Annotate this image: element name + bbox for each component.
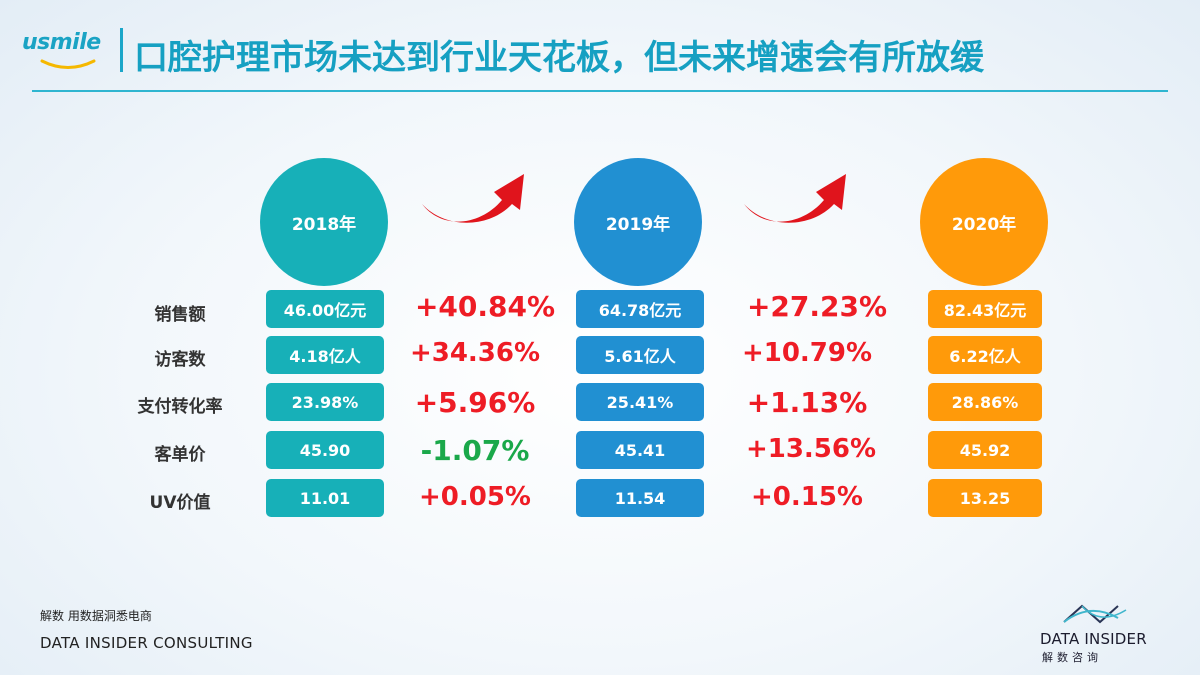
change-18-19-visitors: +34.36% — [409, 338, 541, 368]
metric-label-uv-value: UV价值 — [149, 493, 211, 513]
metric-label-visitors: 访客数 — [154, 350, 206, 370]
change-18-19-conversion: +5.96% — [414, 386, 536, 419]
brand-name-cn: 解数咨询 — [1042, 651, 1102, 664]
footer-slogan: 解数 用数据洞悉电商 — [40, 609, 152, 623]
cell-2020-sales: 82.43亿元 — [928, 290, 1042, 328]
usmile-logo: usmile — [22, 22, 112, 82]
cell-2018-avg-order: 45.90 — [266, 431, 384, 469]
cell-2019-visitors: 5.61亿人 — [576, 336, 704, 374]
change-19-20-sales: +27.23% — [746, 290, 888, 323]
cell-2018-uv-value: 11.01 — [266, 479, 384, 517]
red-curved-arrow-icon — [744, 174, 846, 223]
logo-text: usmile — [22, 30, 101, 55]
change-19-20-visitors: +10.79% — [741, 338, 873, 368]
cell-2019-sales: 64.78亿元 — [576, 290, 704, 328]
year-circle-2018: 2018年 — [260, 158, 388, 286]
red-curved-arrow-icon — [422, 174, 524, 223]
title-divider — [32, 90, 1168, 92]
cell-2020-visitors: 6.22亿人 — [928, 336, 1042, 374]
cell-2019-conversion: 25.41% — [576, 383, 704, 421]
page-title: 口腔护理市场未达到行业天花板，但未来增速会有所放缓 — [134, 38, 984, 78]
cell-2020-conversion: 28.86% — [928, 383, 1042, 421]
metric-label-sales: 销售额 — [154, 305, 206, 325]
cell-2018-sales: 46.00亿元 — [266, 290, 384, 328]
cell-2018-conversion: 23.98% — [266, 383, 384, 421]
data-insider-logo: DATA INSIDER 解数咨询 — [1040, 598, 1180, 668]
cell-2020-avg-order: 45.92 — [928, 431, 1042, 469]
metric-label-conversion: 支付转化率 — [137, 397, 223, 417]
brand-name-en: DATA INSIDER — [1040, 630, 1147, 648]
cell-2020-uv-value: 13.25 — [928, 479, 1042, 517]
smile-icon — [40, 59, 96, 69]
year-circle-2019: 2019年 — [574, 158, 702, 286]
change-19-20-uv-value: +0.15% — [751, 482, 863, 512]
footer-company: DATA INSIDER CONSULTING — [40, 634, 253, 652]
change-18-19-sales: +40.84% — [414, 290, 556, 323]
title-separator — [120, 28, 123, 72]
change-18-19-avg-order: -1.07% — [420, 434, 530, 467]
cell-2019-avg-order: 45.41 — [576, 431, 704, 469]
data-insider-mark-icon — [1063, 604, 1127, 624]
year-circle-2020: 2020年 — [920, 158, 1048, 286]
change-18-19-uv-value: +0.05% — [419, 482, 531, 512]
change-19-20-avg-order: +13.56% — [745, 434, 877, 464]
metric-label-avg-order: 客单价 — [154, 445, 206, 465]
change-19-20-conversion: +1.13% — [746, 386, 868, 419]
cell-2018-visitors: 4.18亿人 — [266, 336, 384, 374]
cell-2019-uv-value: 11.54 — [576, 479, 704, 517]
